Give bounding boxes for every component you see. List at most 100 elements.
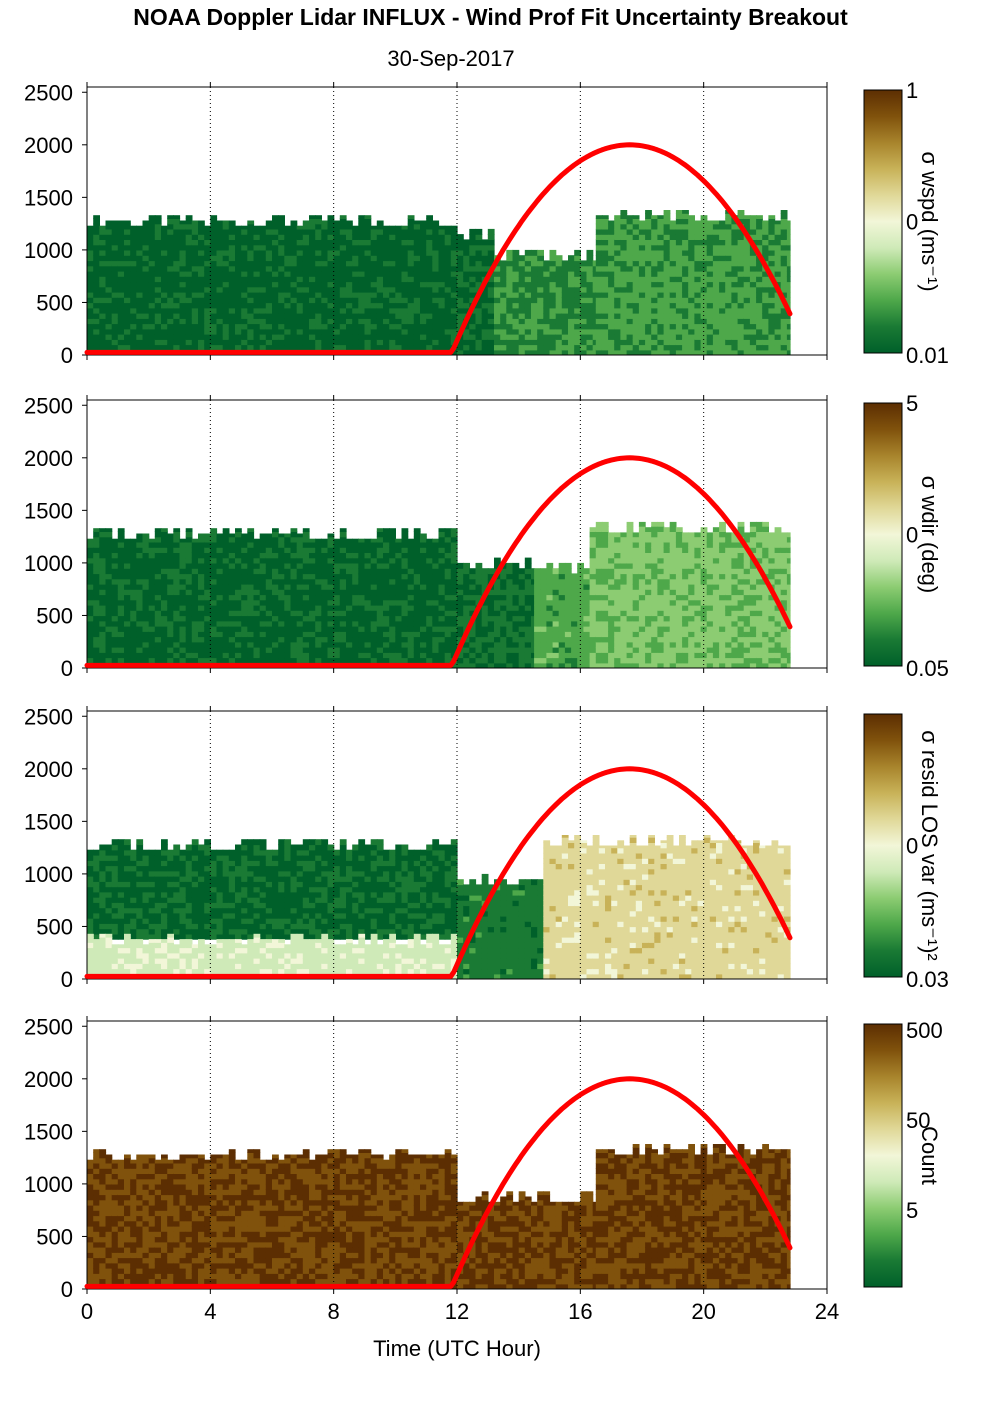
heatmap-cell bbox=[161, 562, 168, 569]
heatmap-cell bbox=[558, 578, 566, 585]
heatmap-cell bbox=[688, 297, 695, 304]
heatmap-cell bbox=[105, 255, 113, 262]
heatmap-cell bbox=[450, 552, 458, 559]
heatmap-cell bbox=[450, 334, 458, 340]
heatmap-cell bbox=[601, 647, 609, 653]
heatmap-cell bbox=[614, 297, 621, 304]
heatmap-cell bbox=[506, 328, 514, 335]
heatmap-cell bbox=[395, 636, 403, 643]
heatmap-cell bbox=[749, 328, 757, 335]
heatmap-cell bbox=[352, 291, 359, 298]
heatmap-cell bbox=[173, 344, 181, 351]
heatmap-cell bbox=[117, 339, 125, 346]
heatmap-cell bbox=[302, 620, 310, 627]
heatmap-cell bbox=[370, 281, 378, 288]
heatmap-cell bbox=[339, 297, 347, 304]
heatmap-cell bbox=[420, 589, 427, 596]
heatmap-cell bbox=[518, 323, 526, 330]
heatmap-cell bbox=[185, 552, 193, 559]
heatmap-cell bbox=[638, 220, 646, 225]
heatmap-cell bbox=[327, 228, 335, 235]
heatmap-cell bbox=[352, 620, 359, 627]
heatmap-cell bbox=[315, 244, 322, 251]
heatmap-cell bbox=[546, 589, 554, 596]
heatmap-cell bbox=[99, 552, 107, 559]
heatmap-cell bbox=[487, 568, 495, 575]
heatmap-cell bbox=[228, 594, 236, 601]
heatmap-cell bbox=[500, 313, 507, 319]
heatmap-cell bbox=[364, 562, 372, 569]
heatmap-cell bbox=[228, 573, 236, 580]
heatmap-cell bbox=[284, 573, 292, 580]
heatmap-cell bbox=[185, 589, 193, 596]
heatmap-cell bbox=[111, 328, 119, 335]
heatmap-cell bbox=[93, 568, 100, 575]
heatmap-cell bbox=[111, 620, 119, 627]
heatmap-cell bbox=[438, 604, 446, 611]
heatmap-cell bbox=[682, 318, 689, 325]
heatmap-cell bbox=[389, 631, 396, 638]
heatmap-cell bbox=[645, 223, 652, 230]
heatmap-cell bbox=[191, 249, 199, 256]
heatmap-cell bbox=[358, 610, 366, 617]
heatmap-cell bbox=[222, 270, 230, 277]
heatmap-cell bbox=[444, 265, 452, 272]
heatmap-cell bbox=[444, 244, 452, 251]
heatmap-cell bbox=[142, 307, 150, 314]
heatmap-cell bbox=[185, 647, 193, 653]
heatmap-cell bbox=[154, 307, 162, 314]
heatmap-cell bbox=[546, 641, 554, 648]
heatmap-cell bbox=[173, 594, 181, 601]
heatmap-cell bbox=[99, 641, 107, 648]
heatmap-cell bbox=[265, 589, 273, 596]
heatmap-cell bbox=[645, 349, 652, 355]
heatmap-cell bbox=[432, 538, 440, 543]
heatmap-cell bbox=[315, 578, 322, 585]
heatmap-cell bbox=[518, 620, 526, 627]
heatmap-cell bbox=[278, 636, 285, 643]
heatmap-cell bbox=[179, 328, 187, 335]
heatmap-cell bbox=[512, 318, 520, 325]
heatmap-cell bbox=[179, 557, 187, 564]
heatmap-cell bbox=[383, 631, 390, 638]
heatmap-cell bbox=[228, 307, 236, 314]
heatmap-cell bbox=[142, 599, 150, 606]
heatmap-cell bbox=[669, 255, 677, 262]
heatmap-cell bbox=[179, 578, 187, 585]
heatmap-cell bbox=[235, 234, 242, 240]
heatmap-cell bbox=[154, 573, 162, 580]
heatmap-cell bbox=[774, 297, 782, 304]
heatmap-cell bbox=[222, 531, 230, 538]
heatmap-cell bbox=[475, 583, 483, 590]
heatmap-cell bbox=[506, 339, 514, 346]
heatmap-cell bbox=[87, 652, 94, 659]
heatmap-cell bbox=[450, 328, 458, 335]
heatmap-cell bbox=[444, 239, 452, 246]
heatmap-cell bbox=[383, 249, 390, 256]
heatmap-cell bbox=[296, 286, 304, 293]
heatmap-cell bbox=[265, 239, 273, 246]
heatmap-cell bbox=[638, 281, 646, 288]
heatmap-cell bbox=[500, 578, 507, 585]
heatmap-cell bbox=[531, 594, 535, 601]
heatmap-cell bbox=[413, 265, 421, 272]
heatmap-cell bbox=[272, 604, 279, 611]
heatmap-cell bbox=[469, 662, 477, 668]
heatmap-cell bbox=[651, 328, 658, 335]
heatmap-cell bbox=[743, 307, 751, 314]
heatmap-cell bbox=[309, 568, 316, 575]
heatmap-cell bbox=[786, 291, 791, 298]
heatmap-cell bbox=[688, 339, 695, 346]
heatmap-cell bbox=[574, 344, 581, 351]
heatmap-cell bbox=[333, 313, 341, 319]
heatmap-cell bbox=[756, 297, 763, 304]
heatmap-cell bbox=[185, 641, 193, 648]
heatmap-cell bbox=[376, 323, 384, 330]
heatmap-cell bbox=[346, 641, 353, 648]
heatmap-cell bbox=[481, 662, 489, 668]
heatmap-cell bbox=[259, 276, 267, 283]
heatmap-cell bbox=[154, 641, 162, 648]
heatmap-cell bbox=[663, 276, 671, 283]
heatmap-cell bbox=[87, 339, 94, 346]
heatmap-cell bbox=[284, 541, 292, 548]
